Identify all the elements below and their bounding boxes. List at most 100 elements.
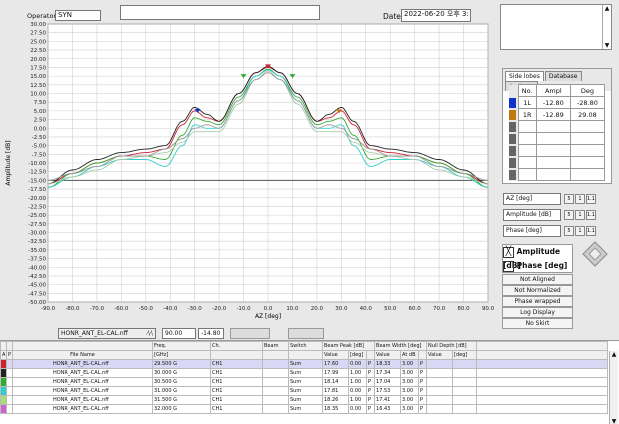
scale-1-1-button[interactable]: 1.1: [585, 194, 596, 204]
y-tick-label: -20.00: [28, 196, 46, 202]
scale-1-button[interactable]: 1: [574, 210, 585, 220]
switch-cell: Sum: [288, 377, 323, 387]
x-tick-label: -60.0: [114, 306, 129, 312]
phase-option[interactable]: Phase [deg]: [503, 259, 572, 273]
scale-5-button[interactable]: 5: [563, 210, 574, 220]
table-row[interactable]: 1R -12.89 29.08: [509, 108, 606, 121]
y-tick-label: -7.50: [32, 152, 47, 158]
tab-database[interactable]: Database: [544, 71, 582, 81]
bw-flag-cell: P: [418, 386, 428, 396]
y-tick-label: -35.00: [28, 248, 46, 254]
date-field[interactable]: 2022-06-20 오후 3:: [401, 9, 471, 22]
tab-side-lobes[interactable]: Side lobes: [505, 71, 544, 81]
y-tick-label: -5.00: [32, 144, 47, 150]
axis-row: Amplitude [dB] 5 1 1.1: [503, 209, 611, 225]
log-display-button[interactable]: Log Display: [502, 307, 573, 318]
beam-cell: [262, 377, 289, 387]
table-row[interactable]: HONR_ANT_EL-CAL.nff 31.000 G CH1 Sum 17.81 0.…: [0, 386, 609, 396]
y-axis-label: Amplitude [dB]: [5, 140, 12, 185]
file-name-cell: HONR_ANT_EL-CAL.nff: [12, 377, 153, 387]
phase-field[interactable]: Phase [deg]: [503, 225, 561, 237]
table-row[interactable]: [509, 156, 606, 169]
y-tick-label: 20.00: [30, 57, 46, 63]
table-row[interactable]: [509, 144, 606, 157]
table-row[interactable]: HONR_ANT_EL-CAL.nff 31.500 G CH1 Sum 18.26 1.…: [0, 395, 609, 405]
table-row[interactable]: [509, 168, 606, 181]
y-tick-label: -37.50: [28, 257, 46, 263]
at-db-cell: 3.00: [400, 377, 420, 387]
series-line: [47, 72, 489, 181]
navigate-diamond-icon[interactable]: [582, 241, 608, 267]
tool-group-1[interactable]: [230, 328, 270, 339]
scale-1-button[interactable]: 1: [574, 194, 585, 204]
table-row[interactable]: HONR_ANT_EL-CAL.nff 29.500 G CH1 Sum 17.60 0.…: [0, 359, 609, 369]
peak-value-cell: 18.35: [322, 404, 349, 414]
col-freq: Freq.: [152, 341, 211, 351]
phase-wrapped-button[interactable]: Phase wrapped: [502, 296, 573, 307]
y-tick-label: -17.50: [28, 187, 46, 193]
peak-value-cell: 17.60: [322, 359, 349, 369]
x-tick-label: 20.0: [311, 306, 324, 312]
x-tick-label: 60.0: [409, 306, 422, 312]
scroll-down-icon[interactable]: ▼: [611, 418, 617, 424]
null-deg-cell: [452, 359, 478, 369]
table-row[interactable]: 1L -12.80 -28.80: [509, 96, 606, 109]
table-row[interactable]: HONR_ANT_EL-CAL.nff 30.500 G CH1 Sum 18.14 1.…: [0, 377, 609, 387]
file-selector[interactable]: HONR_ANT_EL-CAL.nff ⁄\⁄\: [58, 328, 156, 339]
y-tick-label: 27.50: [30, 31, 46, 37]
col-beam[interactable]: Beam: [262, 341, 289, 351]
x-tick-label: -50.0: [139, 306, 154, 312]
scroll-down-icon[interactable]: ▼: [604, 42, 610, 49]
y-tick-label: -50.00: [28, 300, 46, 306]
table-row[interactable]: [509, 132, 606, 145]
scale-5-button[interactable]: 5: [563, 226, 574, 236]
note-field[interactable]: [120, 5, 320, 20]
y-tick-label: -27.50: [28, 222, 46, 228]
peak-deg-cell: 0.00: [348, 359, 367, 369]
at-db-cell: 3.00: [400, 368, 420, 378]
scale-1-button[interactable]: 1: [574, 226, 585, 236]
y-tick-label: -30.00: [28, 231, 46, 237]
scroll-up-icon[interactable]: ▲: [611, 351, 617, 358]
az-field[interactable]: AZ [deg]: [503, 193, 561, 205]
tool-group-2[interactable]: [288, 328, 324, 339]
null-deg-cell: [452, 368, 478, 378]
beamwidth-marker: [240, 74, 247, 79]
table-row[interactable]: [509, 120, 606, 133]
bw-value-cell: 16.43: [374, 404, 402, 414]
table-scrollbar[interactable]: ▲ ▼: [609, 351, 618, 424]
comment-scrollbar[interactable]: ▲ ▼: [602, 5, 611, 49]
beam-cell: [262, 359, 289, 369]
freq-cell: 32.000 G: [152, 404, 211, 414]
checkbox-empty-icon[interactable]: [503, 260, 514, 272]
operator-field[interactable]: SYN: [55, 10, 101, 21]
lobe-no: 1L: [517, 96, 537, 109]
scale-1-1-button[interactable]: 1.1: [585, 210, 596, 220]
scale-1-1-button[interactable]: 1.1: [585, 226, 596, 236]
peak-flag-cell: P: [365, 395, 376, 405]
scale-5-button[interactable]: 5: [563, 194, 574, 204]
scroll-up-icon[interactable]: ▲: [604, 5, 610, 12]
x-tick-label: 70.0: [433, 306, 446, 312]
table-row[interactable]: HONR_ANT_EL-CAL.nff 32.000 G CH1 Sum 18.35 0.…: [0, 404, 609, 414]
bw-value-cell: 17.04: [374, 377, 402, 387]
beam-cell: [262, 368, 289, 378]
amplitude-field[interactable]: Amplitude [dB]: [503, 209, 561, 221]
not-aligned-button[interactable]: Not Aligned: [502, 274, 573, 285]
amplitude-chart[interactable]: 30.00 27.50 25.00 22.50 20.00 17.50 15.00 12.50…: [0, 20, 500, 326]
not-normalized-button[interactable]: Not Normalized: [502, 285, 573, 296]
null-value-cell: [426, 359, 454, 369]
freq-cell: 31.500 G: [152, 395, 211, 405]
checkbox-checked-icon[interactable]: ╳: [503, 246, 514, 258]
beam-cell: [262, 386, 289, 396]
x-tick-label: 0.0: [264, 306, 273, 312]
y-tick-label: 17.50: [30, 65, 46, 71]
x-tick-label: 30.0: [335, 306, 348, 312]
value-field-2[interactable]: -14.80: [198, 328, 224, 339]
amplitude-option[interactable]: ╳ Amplitude [dB]: [503, 245, 572, 270]
comment-box[interactable]: ▲ ▼: [500, 4, 612, 50]
switch-cell: Sum: [288, 368, 323, 378]
no-skirt-button[interactable]: No Skirt: [502, 318, 573, 329]
table-row[interactable]: HONR_ANT_EL-CAL.nff 30.000 G CH1 Sum 17.99 1.…: [0, 368, 609, 378]
value-field-1[interactable]: 90.00: [162, 328, 196, 339]
